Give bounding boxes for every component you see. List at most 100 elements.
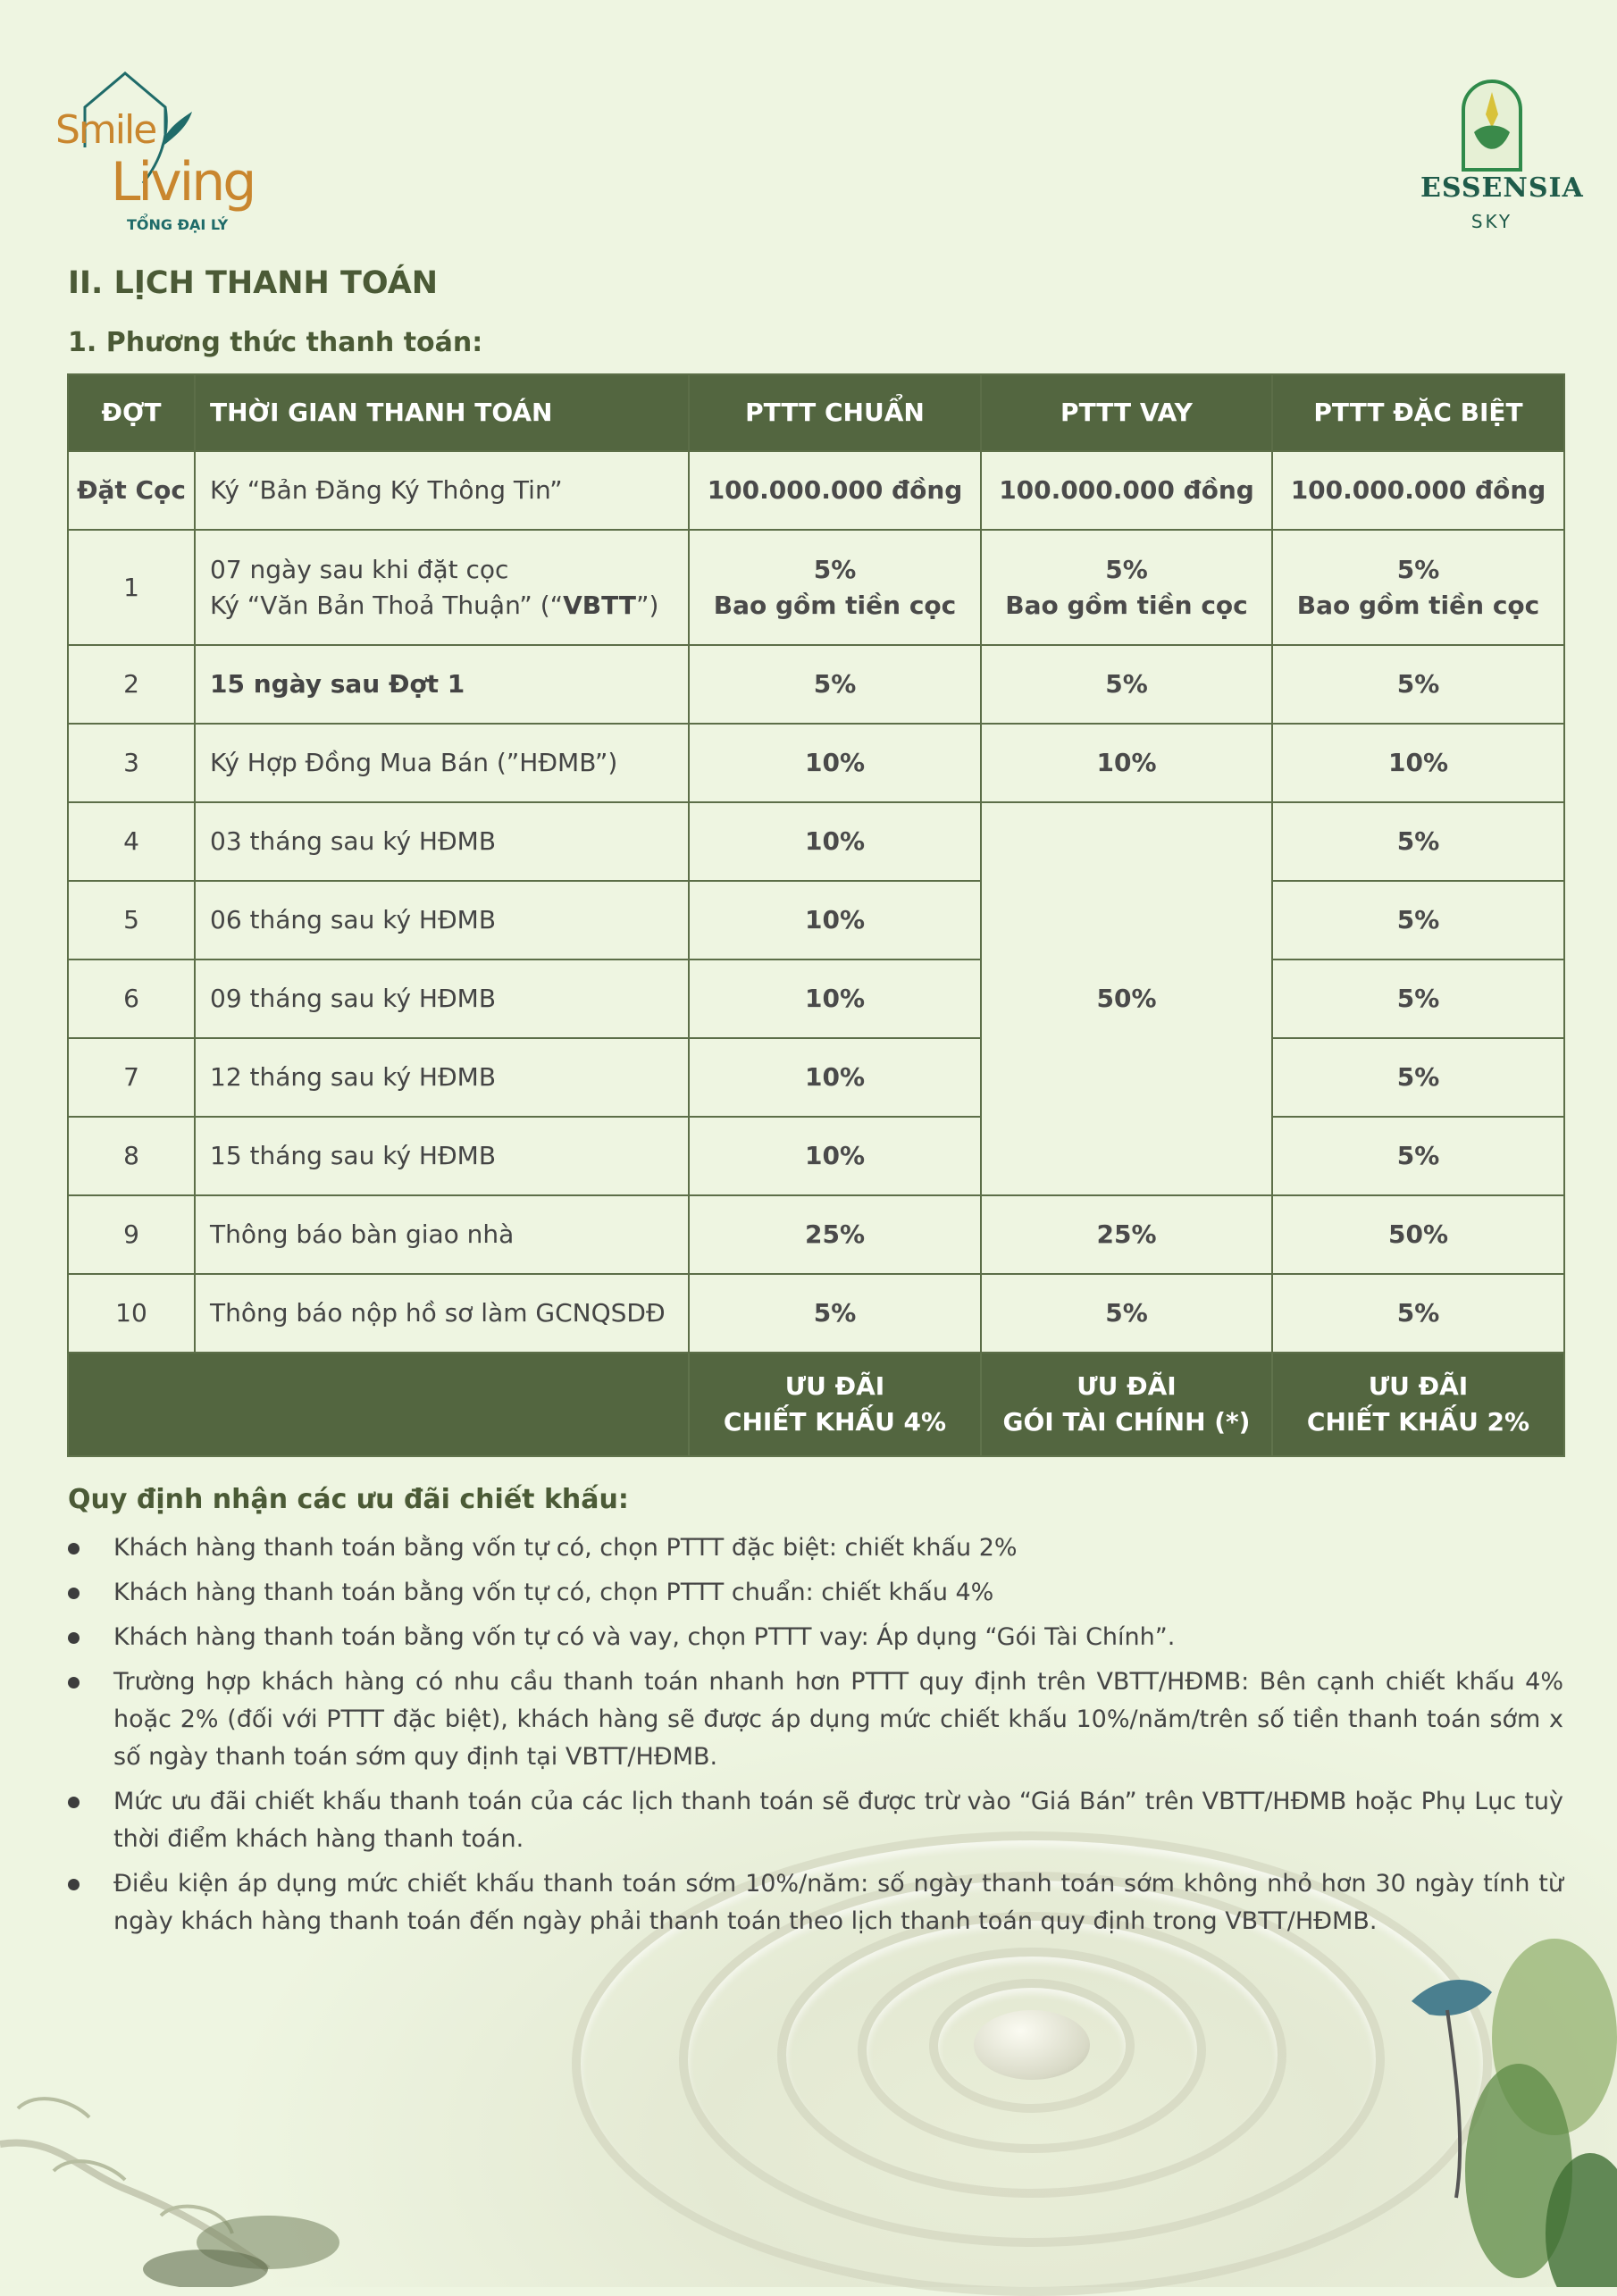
- header-special: PTTT ĐẶC BIỆT: [1271, 373, 1565, 452]
- cell: Đặt Cọc: [67, 450, 196, 531]
- zen-stone-image: [974, 2010, 1090, 2080]
- cell: 5% Bao gồm tiền cọc: [688, 529, 982, 646]
- cell: 100.000.000 đồng: [980, 450, 1273, 531]
- table-row: 8 15 tháng sau ký HĐMB 10% 5%: [67, 1116, 1565, 1196]
- cell: 8: [67, 1116, 196, 1196]
- cell: 10: [67, 1273, 196, 1353]
- cell: 07 ngày sau khi đặt cọc Ký “Văn Bản Thoả …: [194, 529, 690, 646]
- cell: 5%: [1271, 644, 1565, 725]
- smile-living-logo: Smile Living TỔNG ĐẠI LÝ: [55, 71, 297, 246]
- cell: 5%: [1271, 959, 1565, 1039]
- rules-list: Khách hàng thanh toán bằng vốn tự có, ch…: [68, 1529, 1563, 1940]
- cell: 5%: [688, 644, 982, 725]
- cell: Thông báo nộp hồ sơ làm GCNQSDĐ: [194, 1273, 690, 1353]
- footer-standard: ƯU ĐÃI CHIẾT KHẤU 4%: [688, 1352, 982, 1457]
- logo-subtitle: TỔNG ĐẠI LÝ: [127, 216, 229, 233]
- cell: 5%: [688, 1273, 982, 1353]
- cell: 5%: [1271, 1037, 1565, 1118]
- cell: 03 tháng sau ký HĐMB: [194, 801, 690, 882]
- cell: 1: [67, 529, 196, 646]
- cell: 100.000.000 đồng: [1271, 450, 1565, 531]
- bird-and-leaves-illustration: [1412, 1939, 1617, 2287]
- cell: 06 tháng sau ký HĐMB: [194, 880, 690, 960]
- cell: 10%: [688, 1037, 982, 1118]
- cell: 2: [67, 644, 196, 725]
- cell: 9: [67, 1194, 196, 1275]
- table-row: 10 Thông báo nộp hồ sơ làm GCNQSDĐ 5% 5%…: [67, 1273, 1565, 1353]
- cell: 10%: [980, 723, 1273, 803]
- footer-special: ƯU ĐÃI CHIẾT KHẤU 2%: [1271, 1352, 1565, 1457]
- logo-essensia-text: ESSENSIA: [1420, 172, 1584, 204]
- cell: 10%: [1271, 723, 1565, 803]
- table-row: 6 09 tháng sau ký HĐMB 10% 5%: [67, 959, 1565, 1039]
- cell: 5% Bao gồm tiền cọc: [980, 529, 1273, 646]
- table-header-row: ĐỢT THỜI GIAN THANH TOÁN PTTT CHUẨN PTTT…: [67, 373, 1565, 452]
- list-item: Mức ưu đãi chiết khấu thanh toán của các…: [68, 1783, 1563, 1858]
- cell: 25%: [688, 1194, 982, 1275]
- cell: 100.000.000 đồng: [688, 450, 982, 531]
- cell: 10%: [688, 959, 982, 1039]
- footer-loan: ƯU ĐÃI GÓI TÀI CHÍNH (*): [980, 1352, 1273, 1457]
- logo-smile-text: Smile: [55, 107, 157, 153]
- table-row: 3 Ký Hợp Đồng Mua Bán (”HĐMB”) 10% 10% 1…: [67, 723, 1565, 803]
- table-row: 1 07 ngày sau khi đặt cọc Ký “Văn Bản Tho…: [67, 529, 1565, 646]
- header-installment: ĐỢT: [67, 373, 196, 452]
- essensia-sky-logo: ESSENSIA SKY: [1420, 79, 1584, 239]
- footer-empty-cell: [67, 1352, 690, 1457]
- arch-flower-icon: [1462, 80, 1522, 172]
- cell: 10%: [688, 723, 982, 803]
- bullet-icon: [68, 1632, 80, 1644]
- cell: 3: [67, 723, 196, 803]
- cell: 15 ngày sau Đợt 1: [194, 644, 690, 725]
- table-footer-row: ƯU ĐÃI CHIẾT KHẤU 4% ƯU ĐÃI GÓI TÀI CHÍNH …: [67, 1352, 1565, 1457]
- bullet-icon: [68, 1879, 80, 1890]
- cell: 12 tháng sau ký HĐMB: [194, 1037, 690, 1118]
- main-content: ĐỢT THỜI GIAN THANH TOÁN PTTT CHUẨN PTTT…: [67, 373, 1565, 1948]
- cell: Ký “Bản Đăng Ký Thông Tin”: [194, 450, 690, 531]
- cell: 10%: [688, 801, 982, 882]
- cell: 6: [67, 959, 196, 1039]
- cell: 5%: [1271, 880, 1565, 960]
- bullet-icon: [68, 1677, 80, 1688]
- cell: 5%: [980, 1273, 1273, 1353]
- table-row: Đặt Cọc Ký “Bản Đăng Ký Thông Tin” 100.0…: [67, 450, 1565, 531]
- table-row: 7 12 tháng sau ký HĐMB 10% 5%: [67, 1037, 1565, 1118]
- cell: 7: [67, 1037, 196, 1118]
- bullet-icon: [68, 1543, 80, 1554]
- cell: 5%: [1271, 1273, 1565, 1353]
- table-row: 9 Thông báo bàn giao nhà 25% 25% 50%: [67, 1194, 1565, 1275]
- subsection-title: 1. Phương thức thanh toán:: [68, 327, 483, 358]
- logo-sky-text: SKY: [1470, 211, 1513, 232]
- header-time: THỜI GIAN THANH TOÁN: [194, 373, 690, 452]
- list-item: Trường hợp khách hàng có nhu cầu thanh t…: [68, 1663, 1563, 1776]
- cell: 25%: [980, 1194, 1273, 1275]
- cell: 15 tháng sau ký HĐMB: [194, 1116, 690, 1196]
- bullet-icon: [68, 1797, 80, 1808]
- section-title: II. LỊCH THANH TOÁN: [68, 265, 439, 301]
- list-item: Điều kiện áp dụng mức chiết khấu thanh t…: [68, 1865, 1563, 1940]
- cell: 5%: [1271, 801, 1565, 882]
- table-row: 5 06 tháng sau ký HĐMB 10% 5%: [67, 880, 1565, 960]
- logo-living-text: Living: [111, 151, 256, 214]
- header-loan: PTTT VAY: [980, 373, 1273, 452]
- cell: 10%: [688, 1116, 982, 1196]
- cell: Thông báo bàn giao nhà: [194, 1194, 690, 1275]
- pine-branch-illustration: [0, 2097, 339, 2287]
- bullet-icon: [68, 1588, 80, 1599]
- cell: 10%: [688, 880, 982, 960]
- cell: 09 tháng sau ký HĐMB: [194, 959, 690, 1039]
- list-item: Khách hàng thanh toán bằng vốn tự có, ch…: [68, 1529, 1563, 1567]
- cell: 5%: [1271, 1116, 1565, 1196]
- table-row: 2 15 ngày sau Đợt 1 5% 5% 5%: [67, 644, 1565, 725]
- list-item: Khách hàng thanh toán bằng vốn tự có, ch…: [68, 1574, 1563, 1612]
- cell: 50%: [1271, 1194, 1565, 1275]
- rules-title: Quy định nhận các ưu đãi chiết khấu:: [68, 1484, 629, 1515]
- loan-merged-cell: 50%: [980, 801, 1273, 1196]
- cell: 5% Bao gồm tiền cọc: [1271, 529, 1565, 646]
- cell: 4: [67, 801, 196, 882]
- header-standard: PTTT CHUẨN: [688, 373, 982, 452]
- cell: Ký Hợp Đồng Mua Bán (”HĐMB”): [194, 723, 690, 803]
- cell: 5: [67, 880, 196, 960]
- house-leaf-icon: [83, 71, 192, 184]
- list-item: Khách hàng thanh toán bằng vốn tự có và …: [68, 1619, 1563, 1656]
